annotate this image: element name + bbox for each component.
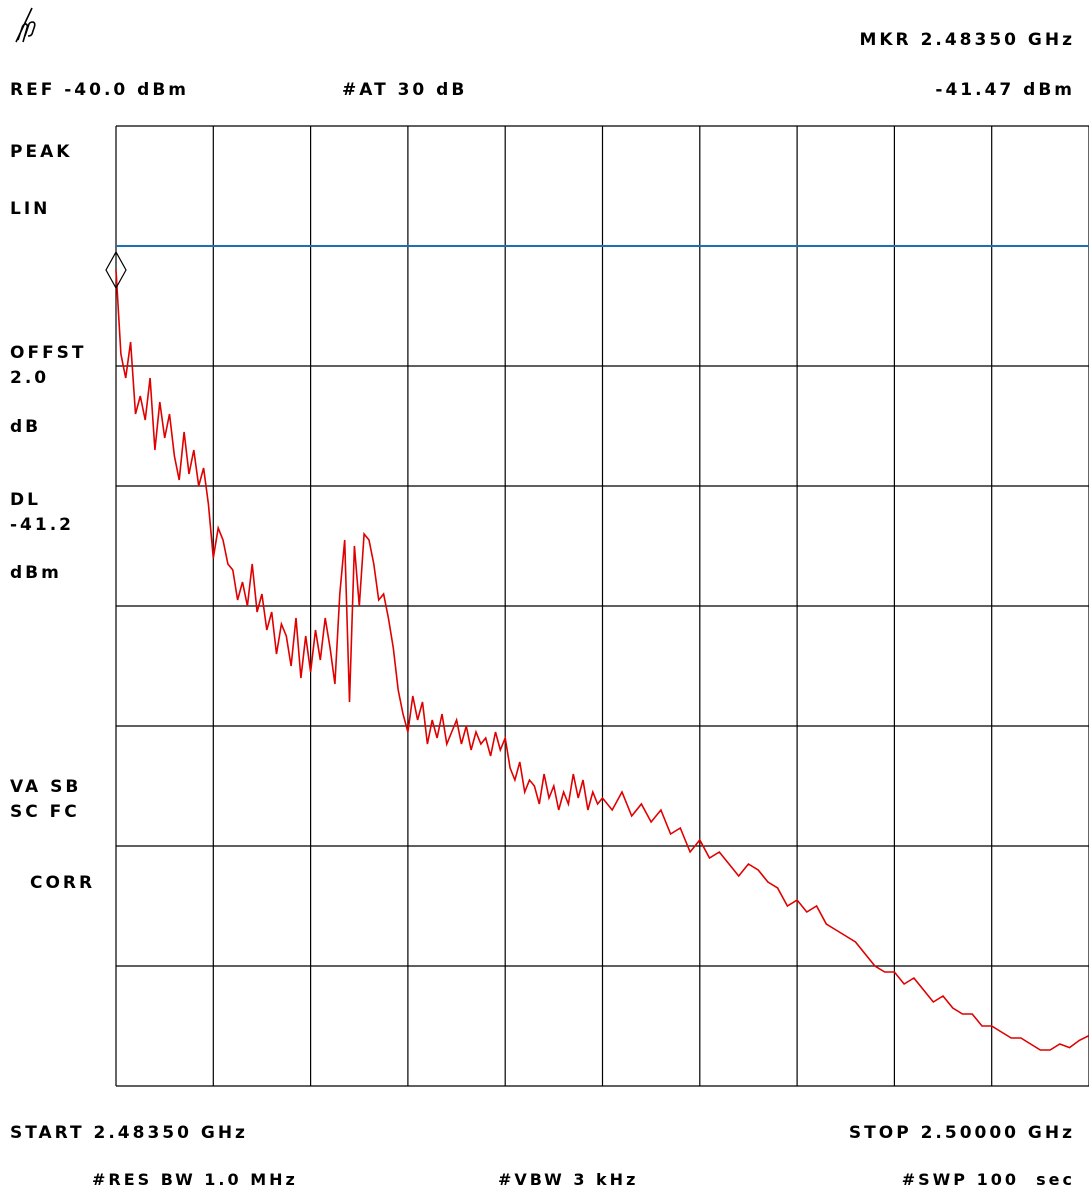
- graticule: [115, 125, 1089, 1087]
- hp-logo-icon: [15, 7, 36, 43]
- marker-amplitude: -41.47 dBm: [935, 80, 1075, 100]
- status-line-2: SC FC: [10, 802, 80, 822]
- offset-value: 2.0: [10, 368, 50, 388]
- offset-label: OFFST: [10, 343, 87, 363]
- sweep-time: #SWP 100 sec: [901, 1170, 1075, 1189]
- video-bandwidth: #VBW 3 kHz: [498, 1170, 639, 1189]
- display-line-label: DL: [10, 490, 41, 510]
- scale-mode: LIN: [10, 199, 51, 219]
- attenuation: #AT 30 dB: [342, 80, 468, 100]
- correction-indicator: CORR: [30, 873, 96, 893]
- display-line-value: -41.2: [10, 515, 74, 535]
- offset-unit: dB: [10, 417, 42, 437]
- marker-diamond-icon: [105, 250, 127, 290]
- trace-line: [115, 269, 1089, 1051]
- resolution-bandwidth: #RES BW 1.0 MHz: [92, 1170, 298, 1189]
- display-line-unit: dBm: [10, 563, 62, 583]
- reference-level: REF -40.0 dBm: [10, 80, 189, 100]
- detector-mode: PEAK: [10, 142, 73, 162]
- start-frequency: START 2.48350 GHz: [10, 1123, 248, 1143]
- marker-frequency: MKR 2.48350 GHz: [859, 30, 1075, 50]
- stop-frequency: STOP 2.50000 GHz: [848, 1123, 1075, 1143]
- status-line-1: VA SB: [10, 777, 82, 797]
